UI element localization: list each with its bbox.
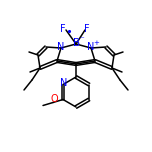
Text: N: N xyxy=(60,78,68,88)
Text: O: O xyxy=(50,93,58,104)
Text: ⁻: ⁻ xyxy=(79,36,84,45)
Text: N: N xyxy=(87,42,95,52)
Text: +: + xyxy=(93,40,99,46)
Text: F: F xyxy=(84,24,90,34)
Text: N: N xyxy=(57,42,65,52)
Text: F: F xyxy=(60,24,66,34)
Text: B: B xyxy=(73,38,81,48)
